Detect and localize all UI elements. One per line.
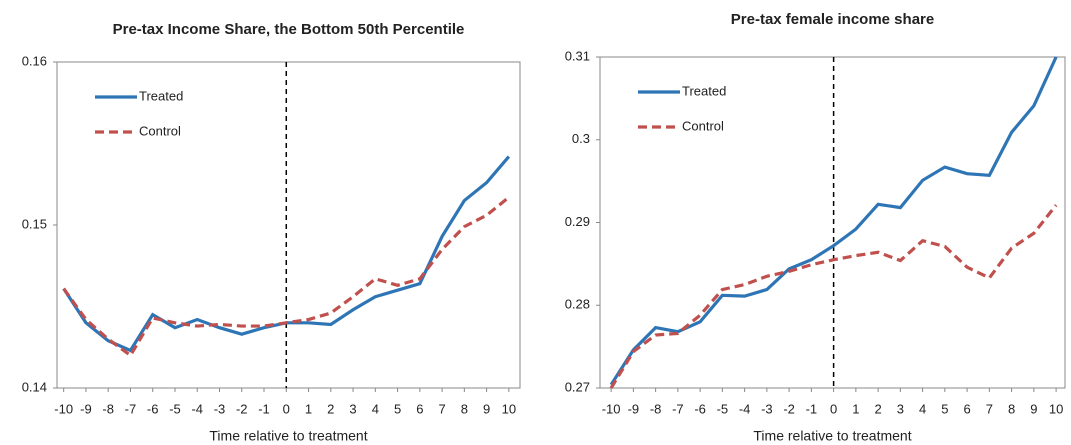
- plot-area: [599, 56, 1066, 389]
- x-tick-label: 9: [1030, 401, 1037, 416]
- x-tick-label: 4: [372, 401, 379, 416]
- x-tick-label: -1: [258, 401, 270, 416]
- x-tick-label: -2: [783, 401, 795, 416]
- x-tick-label: -3: [761, 401, 773, 416]
- x-tick-label: 8: [1008, 401, 1015, 416]
- legend-label: Control: [682, 118, 724, 133]
- x-tick-label: -5: [717, 401, 729, 416]
- x-tick-label: 1: [852, 401, 859, 416]
- x-tick-label: 0: [283, 401, 290, 416]
- x-tick-label: 7: [986, 401, 993, 416]
- x-tick-label: 0: [830, 401, 837, 416]
- x-tick-label: 3: [349, 401, 356, 416]
- y-tick-label: 0.28: [565, 297, 590, 312]
- y-tick-label: 0.27: [565, 379, 590, 394]
- x-tick-label: 5: [394, 401, 401, 416]
- x-tick-label: 1: [305, 401, 312, 416]
- x-tick-label: 6: [963, 401, 970, 416]
- series-line: [609, 204, 1058, 389]
- y-tick-label: 0.31: [565, 48, 590, 63]
- x-tick-label: -8: [102, 401, 114, 416]
- x-tick-label: 2: [327, 401, 334, 416]
- x-tick-label: 5: [941, 401, 948, 416]
- legend-label: Treated: [682, 83, 726, 98]
- x-axis-label: Time relative to treatment: [753, 428, 911, 444]
- legend-label: Control: [139, 123, 181, 138]
- y-tick-label: 0.16: [22, 53, 47, 68]
- x-tick-label: -6: [694, 401, 706, 416]
- chart-title: Pre-tax Income Share, the Bottom 50th Pe…: [113, 21, 465, 38]
- y-tick-label: 0.29: [565, 214, 590, 229]
- x-tick-label: -9: [628, 401, 640, 416]
- x-tick-label: -4: [739, 401, 751, 416]
- x-tick-label: -2: [236, 401, 248, 416]
- legend-label: Treated: [139, 88, 183, 103]
- x-tick-label: -6: [147, 401, 159, 416]
- y-tick-label: 0.14: [22, 379, 47, 394]
- x-tick-label: -8: [650, 401, 662, 416]
- x-tick-label: -3: [214, 401, 226, 416]
- y-tick-label: 0.15: [22, 216, 47, 231]
- x-tick-label: 10: [1049, 401, 1063, 416]
- x-tick-label: 2: [874, 401, 881, 416]
- x-tick-label: 10: [502, 401, 516, 416]
- x-tick-label: -5: [169, 401, 181, 416]
- x-tick-label: -7: [125, 401, 137, 416]
- series-line: [62, 196, 510, 358]
- x-tick-label: 4: [919, 401, 926, 416]
- x-axis-label: Time relative to treatment: [209, 428, 367, 444]
- x-tick-label: -10: [54, 401, 73, 416]
- x-tick-label: 8: [461, 401, 468, 416]
- x-tick-label: 9: [483, 401, 490, 416]
- x-tick-label: 3: [897, 401, 904, 416]
- x-tick-label: 7: [438, 401, 445, 416]
- x-tick-label: -1: [806, 401, 818, 416]
- chart-title: Pre-tax female income share: [731, 11, 934, 28]
- x-tick-label: -10: [602, 401, 621, 416]
- x-tick-label: 6: [416, 401, 423, 416]
- x-tick-label: -4: [191, 401, 203, 416]
- y-tick-label: 0.3: [572, 131, 590, 146]
- x-tick-label: -7: [672, 401, 684, 416]
- x-tick-label: -9: [80, 401, 92, 416]
